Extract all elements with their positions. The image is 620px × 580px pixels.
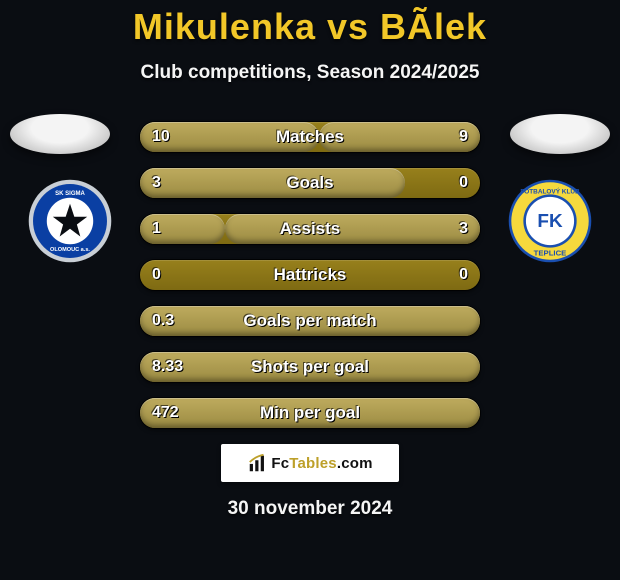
stat-label: Min per goal <box>260 398 360 428</box>
stat-value-right: 9 <box>459 122 468 152</box>
bar-chart-icon <box>247 452 269 474</box>
fk-teplice-icon: FK FOTBALOVÝ KLUB TEPLICE <box>507 178 593 264</box>
stat-value-left: 472 <box>152 398 179 428</box>
stat-row: 0.3 Goals per match <box>140 306 480 336</box>
stat-bar-left <box>140 168 405 198</box>
stat-label: Goals per match <box>243 306 376 336</box>
stat-label: Hattricks <box>274 260 347 290</box>
stats-container: 10 Matches 9 3 Goals 0 1 Assists 3 0 Hattricks 0 0.3… <box>140 122 480 444</box>
stat-row: 0 Hattricks 0 <box>140 260 480 290</box>
svg-text:TEPLICE: TEPLICE <box>534 248 567 257</box>
svg-text:FK: FK <box>537 211 563 232</box>
stat-row: 10 Matches 9 <box>140 122 480 152</box>
sigma-olomouc-icon: SK SIGMA OLOMOUC a.s. <box>27 178 113 264</box>
player-right-photo <box>510 114 610 154</box>
player-left-photo <box>10 114 110 154</box>
stat-row: 3 Goals 0 <box>140 168 480 198</box>
stat-value-left: 0 <box>152 260 161 290</box>
stat-value-left: 3 <box>152 168 161 198</box>
date-text: 30 november 2024 <box>0 498 620 520</box>
team-left-crest: SK SIGMA OLOMOUC a.s. <box>20 178 120 264</box>
subtitle: Club competitions, Season 2024/2025 <box>0 62 620 84</box>
stat-value-left: 10 <box>152 122 170 152</box>
stat-value-left: 1 <box>152 214 161 244</box>
stat-label: Matches <box>276 122 344 152</box>
team-right-crest: FK FOTBALOVÝ KLUB TEPLICE <box>500 178 600 264</box>
stat-label: Shots per goal <box>251 352 369 382</box>
stat-label: Goals <box>286 168 333 198</box>
svg-text:FOTBALOVÝ KLUB: FOTBALOVÝ KLUB <box>520 186 580 195</box>
svg-text:SK SIGMA: SK SIGMA <box>55 191 85 197</box>
stat-value-right: 3 <box>459 214 468 244</box>
fctables-logo: FcTables.com <box>221 444 399 482</box>
stat-value-right: 0 <box>459 260 468 290</box>
logo-text: FcTables.com <box>271 455 372 472</box>
stat-row: 8.33 Shots per goal <box>140 352 480 382</box>
stat-row: 472 Min per goal <box>140 398 480 428</box>
stat-value-right: 0 <box>459 168 468 198</box>
stat-bar-right <box>225 214 480 244</box>
stat-row: 1 Assists 3 <box>140 214 480 244</box>
stat-value-left: 0.3 <box>152 306 174 336</box>
page-title: Mikulenka vs BÃ­lek <box>0 0 620 48</box>
stat-value-left: 8.33 <box>152 352 183 382</box>
stat-label: Assists <box>280 214 340 244</box>
svg-text:OLOMOUC a.s.: OLOMOUC a.s. <box>50 247 90 253</box>
